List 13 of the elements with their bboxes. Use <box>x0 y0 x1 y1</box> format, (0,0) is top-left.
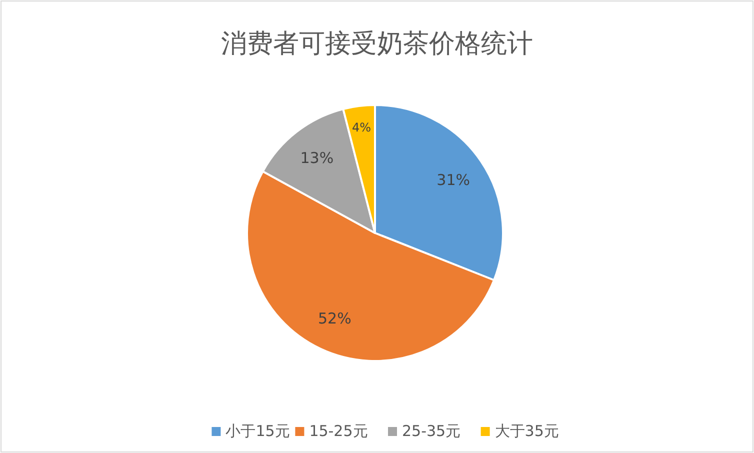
pie-slice <box>374 104 504 282</box>
legend-label: 15-25元 <box>309 422 368 440</box>
data-label: 31% <box>436 170 470 189</box>
pie-slice <box>262 108 376 234</box>
data-label: 4% <box>352 120 372 134</box>
legend-label: 大于35元 <box>494 422 559 440</box>
data-label: 52% <box>318 310 352 328</box>
pie-slice <box>246 170 496 362</box>
pie-slice <box>342 104 376 234</box>
chart-title: 消费者可接受奶茶价格统计 <box>221 29 533 59</box>
data-label: 13% <box>300 149 334 168</box>
legend-label: 25-35元 <box>402 422 461 440</box>
legend-label: 小于15元 <box>226 422 290 440</box>
